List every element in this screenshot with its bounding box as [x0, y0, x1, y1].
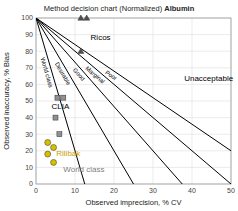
title-normal: Method decision chart (Normalized)	[44, 4, 164, 13]
y-tick-label: 70	[25, 64, 33, 71]
y-tick-label: 80	[25, 48, 33, 55]
square-point	[57, 132, 62, 137]
x-axis-label: Observed imprecision, % CV	[86, 198, 182, 207]
plot-frame	[36, 18, 231, 184]
boundary-line	[36, 18, 85, 184]
chart: 0 10 20 30 40 50 0 10 20 30 40 50 60 70 80 90 100 World c…	[0, 0, 238, 211]
x-tick-label: 10	[71, 187, 79, 194]
y-axis-label: Observed inaccuracy, % Bias	[2, 52, 11, 150]
y-grid-line	[36, 134, 231, 135]
x-tick-label: 0	[34, 187, 38, 194]
circle-point	[45, 140, 51, 146]
lines	[36, 18, 231, 184]
y-tick-label: 40	[25, 114, 33, 121]
line-label: Desirable	[54, 61, 72, 86]
square-point	[61, 95, 66, 100]
annotation: Unacceptable	[184, 74, 233, 83]
annotation: Rilibak	[56, 149, 81, 158]
triangle-point	[78, 48, 84, 53]
circle-point	[51, 159, 57, 165]
markers	[45, 15, 90, 165]
boundary-line	[36, 18, 134, 184]
y-tick-label: 0	[29, 180, 33, 187]
annotation: World class	[63, 165, 104, 174]
tick-labels: 0 10 20 30 40 50 0 10 20 30 40 50 60 70 80 90 100	[21, 14, 235, 194]
square-point	[55, 95, 60, 100]
y-tick-label: 30	[25, 131, 33, 138]
boundary-line	[36, 18, 231, 151]
square-point	[53, 115, 58, 120]
x-tick-label: 40	[188, 187, 196, 194]
circle-point	[45, 151, 51, 157]
boundary-line	[36, 18, 231, 184]
title-bold: Albumin	[164, 4, 194, 13]
line-label: Marginal	[84, 65, 105, 84]
line-labels: World classDesirableGoodMarginalPoor	[39, 57, 118, 88]
boundary-line	[36, 18, 182, 184]
y-grid-line	[36, 34, 231, 35]
y-tick-label: 100	[21, 14, 33, 21]
y-tick-label: 20	[25, 147, 33, 154]
triangle-point	[78, 15, 84, 20]
grid	[36, 18, 231, 184]
annotations: Unacceptable Ricos CLIA Rilibak World class	[52, 33, 234, 175]
y-tick-label: 10	[25, 164, 33, 171]
y-tick-label: 50	[25, 97, 33, 104]
title: Method decision chart (Normalized) Album…	[44, 4, 195, 13]
plot-background	[36, 18, 231, 184]
y-tick-label: 90	[25, 31, 33, 38]
x-tick-label: 30	[149, 187, 157, 194]
x-tick-label: 20	[110, 187, 118, 194]
annotation: Ricos	[91, 33, 111, 42]
annotation: CLIA	[52, 102, 70, 111]
triangle-point	[84, 15, 90, 20]
x-tick-label: 50	[227, 187, 235, 194]
y-tick-label: 60	[25, 81, 33, 88]
line-label: Poor	[104, 69, 118, 81]
line-label: World class	[39, 57, 53, 88]
